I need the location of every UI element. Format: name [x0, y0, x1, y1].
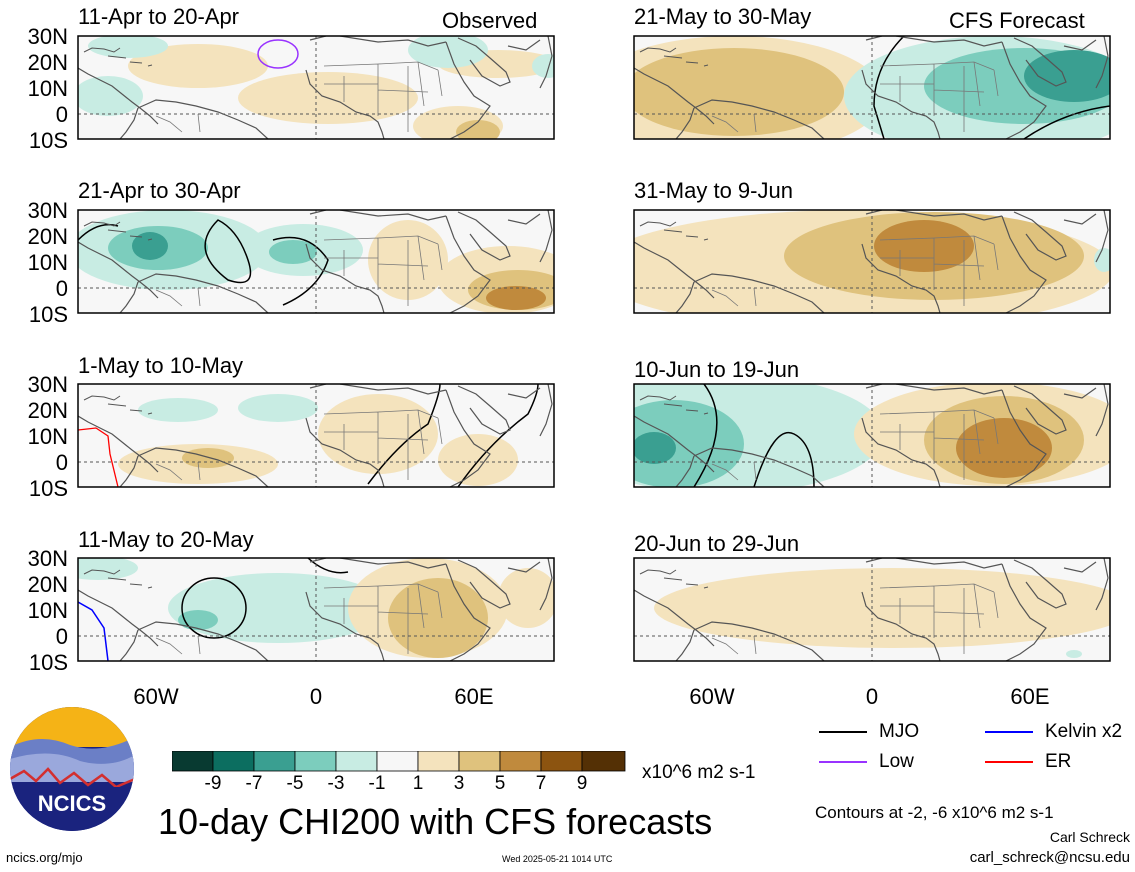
lon-label: 0	[309, 684, 323, 709]
map-panel-3	[77, 383, 555, 488]
map-panel-5	[633, 35, 1111, 140]
lon-label: 60E	[454, 684, 494, 709]
author: Carl Schreck	[1049, 829, 1130, 845]
lat-label: 10N	[27, 76, 68, 101]
legend-label-kelvin: Kelvin x2	[1045, 721, 1123, 742]
colorbar-label: 3	[453, 773, 465, 794]
lat-label: 10S	[28, 476, 68, 501]
lat-label: 30N	[27, 372, 68, 397]
lat-label: 20N	[27, 398, 68, 423]
map-panel-8	[633, 557, 1111, 662]
colorbar-units: x10^6 m2 s-1	[642, 762, 756, 783]
lat-label: 0	[55, 450, 68, 475]
lon-label: 60W	[689, 684, 735, 709]
lat-label: 10S	[28, 302, 68, 327]
panel-title: 10-Jun to 19-Jun	[634, 357, 800, 382]
colorbar	[172, 751, 626, 772]
panel-title: 11-May to 20-May	[78, 527, 254, 552]
map-panel-2	[77, 209, 555, 314]
lat-label: 30N	[27, 198, 68, 223]
legend-label-mjo: MJO	[879, 721, 920, 742]
panel-tag-observed: Observed	[442, 8, 538, 33]
lat-label: 10S	[28, 650, 68, 675]
legend-label-er: ER	[1045, 751, 1072, 772]
lat-label: 0	[55, 102, 68, 127]
lat-label: 10S	[28, 128, 68, 153]
colorbar-label: -5	[286, 773, 304, 794]
line-legend	[819, 731, 1033, 763]
source-url: ncics.org/mjo	[6, 850, 83, 865]
lon-label: 0	[865, 684, 879, 709]
lat-label: 10N	[27, 598, 68, 623]
panel-title: 1-May to 10-May	[78, 353, 244, 378]
lat-label: 30N	[27, 546, 68, 571]
panel-title: 20-Jun to 29-Jun	[634, 531, 800, 556]
colorbar-label: -9	[204, 773, 222, 794]
map-panel-4	[77, 557, 555, 662]
colorbar-label: -1	[368, 773, 386, 794]
lon-label: 60W	[133, 684, 179, 709]
colorbar-label: 7	[535, 773, 547, 794]
lat-label: 20N	[27, 224, 68, 249]
lat-label: 30N	[27, 24, 68, 49]
contours-note: Contours at -2, -6 x10^6 m2 s-1	[815, 803, 1054, 822]
ncics-logo: NCICS	[10, 707, 134, 831]
panel-title: 21-Apr to 30-Apr	[78, 178, 241, 203]
panel-title: 21-May to 30-May	[634, 4, 812, 29]
colorbar-label: 5	[494, 773, 506, 794]
map-panel-6	[633, 209, 1111, 314]
panel-title: 11-Apr to 20-Apr	[78, 4, 240, 29]
panel-title: 31-May to 9-Jun	[634, 178, 793, 203]
panel-tag-forecast: CFS Forecast	[949, 8, 1085, 33]
lat-label: 10N	[27, 424, 68, 449]
main-title: 10-day CHI200 with CFS forecasts	[158, 801, 713, 842]
lat-label: 10N	[27, 250, 68, 275]
lat-label: 20N	[27, 572, 68, 597]
lat-label: 0	[55, 276, 68, 301]
map-panel-7	[633, 383, 1111, 488]
colorbar-label: -7	[245, 773, 263, 794]
map-panel-1	[77, 35, 555, 140]
lon-label: 60E	[1010, 684, 1050, 709]
colorbar-label: 9	[576, 773, 588, 794]
colorbar-label: 1	[412, 773, 424, 794]
lat-label: 0	[55, 624, 68, 649]
logo-text: NCICS	[38, 791, 106, 816]
map-panels	[77, 35, 1111, 662]
legend-label-low: Low	[879, 751, 914, 772]
email: carl_schreck@ncsu.edu	[969, 849, 1130, 866]
lat-label: 20N	[27, 50, 68, 75]
colorbar-label: -3	[327, 773, 345, 794]
timestamp: Wed 2025-05-21 1014 UTC	[502, 854, 613, 864]
